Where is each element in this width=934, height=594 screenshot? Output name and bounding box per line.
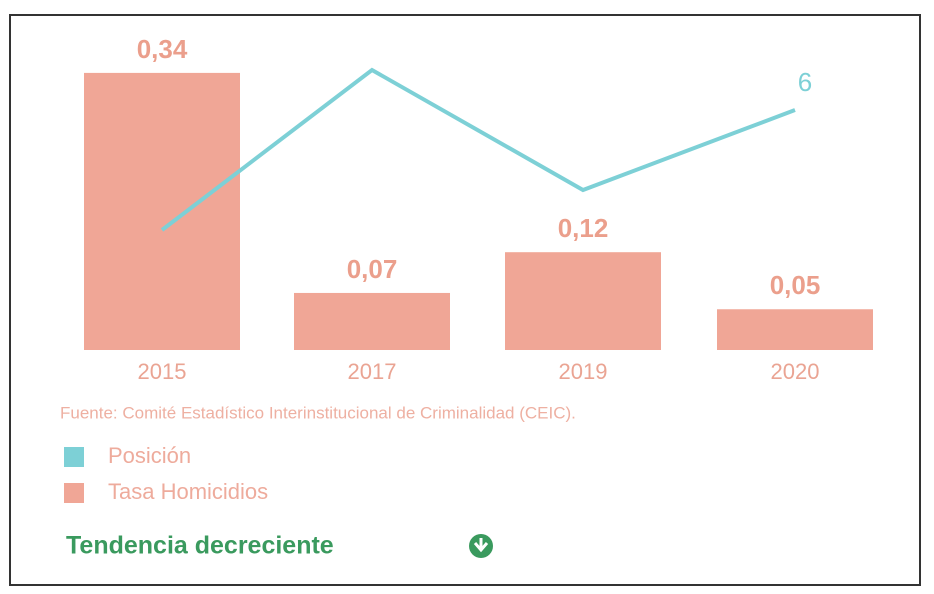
bar bbox=[294, 292, 450, 350]
legend-label: Tasa Homicidios bbox=[108, 479, 268, 504]
legend-label: Posición bbox=[108, 443, 191, 468]
bar bbox=[84, 72, 240, 351]
legend-swatch bbox=[64, 483, 84, 503]
x-tick-label: 2015 bbox=[138, 359, 187, 384]
x-tick-label: 2017 bbox=[348, 359, 397, 384]
bar-value-label: 0,34 bbox=[137, 34, 188, 64]
legend-swatch bbox=[64, 447, 84, 467]
x-tick-label: 2020 bbox=[771, 359, 820, 384]
bar-value-label: 0,07 bbox=[347, 254, 398, 284]
trend-arrow bbox=[473, 538, 489, 553]
bar-value-label: 0,05 bbox=[770, 270, 821, 300]
line bbox=[160, 67, 796, 232]
x-tick-label: 2019 bbox=[559, 359, 608, 384]
line-value-label: 6 bbox=[798, 67, 812, 97]
frame bbox=[9, 14, 921, 586]
trend: Tendencia decreciente bbox=[66, 532, 334, 560]
bar-value-label: 0,12 bbox=[558, 213, 609, 243]
bar bbox=[717, 309, 873, 350]
bar bbox=[505, 252, 661, 350]
source: Fuente: Comité Estadístico Interinstituc… bbox=[60, 403, 576, 422]
